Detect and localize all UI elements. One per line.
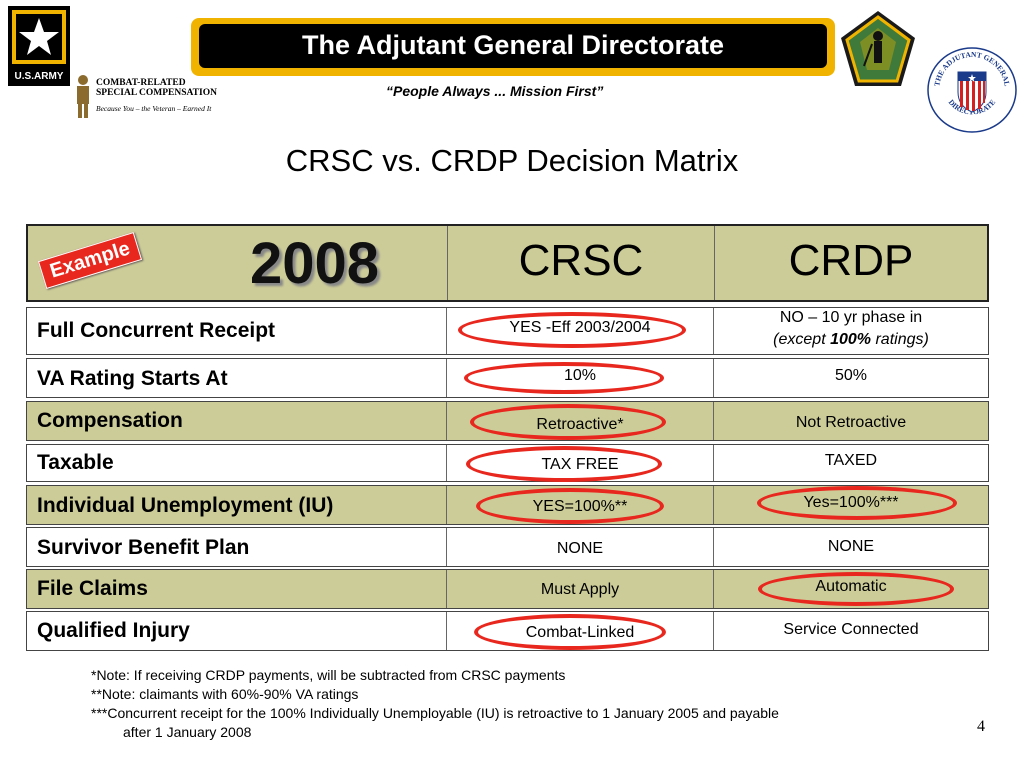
motto: “People Always ... Mission First” [386,83,604,99]
title-banner: The Adjutant General Directorate [191,18,835,76]
table-row: File Claims Must Apply Automatic [26,569,989,609]
crdp-value: NONE [827,538,875,555]
svg-text:U.S.ARMY: U.S.ARMY [15,71,64,82]
page-number: 4 [977,718,985,735]
crdp-value-line1: NO – 10 yr phase in [779,309,923,326]
footnote-2: **Note: claimants with 60%-90% VA rating… [91,686,359,702]
crsc-value: YES -Eff 2003/2004 [509,319,651,336]
crsc-value: YES=100%** [532,498,628,515]
crdp-column-header: CRDP [788,236,914,285]
row-label: Full Concurrent Receipt [37,319,276,342]
crsc-logo-tagline: Because You – the Veteran – Earned It [96,104,212,113]
table-row: Qualified Injury Combat-Linked Service C… [26,611,989,651]
crdp-value: Service Connected [783,621,919,638]
year-label: 2008 [250,231,380,296]
header-crdp-cell: CRDP [714,226,987,300]
crsc-value: TAX FREE [541,456,619,473]
table-row: Compensation Retroactive* Not Retroactiv… [26,401,989,441]
crsc-value: NONE [556,540,604,557]
row-label: Taxable [37,451,114,474]
table-row: Individual Unemployment (IU) YES=100%** … [26,485,989,525]
slide-title: CRSC vs. CRDP Decision Matrix [285,143,739,178]
pentagon-emblem-icon [838,8,918,90]
example-badge: Example [37,231,143,290]
row-label: Individual Unemployment (IU) [37,494,334,517]
header-crsc-cell: CRSC [447,226,714,300]
us-army-logo: U.S.ARMY [8,6,70,86]
crdp-value: 50% [834,367,868,384]
footnotes: *Note: If receiving CRDP payments, will … [91,666,779,742]
crsc-value: Must Apply [540,581,620,598]
footnote-3-continued: after 1 January 2008 [123,724,252,740]
footnote-1: *Note: If receiving CRDP payments, will … [91,667,566,683]
page-header-title: The Adjutant General Directorate [199,24,827,68]
table-row: Taxable TAX FREE TAXED [26,444,989,482]
row-label: File Claims [37,577,148,600]
crsc-value: Combat-Linked [525,624,635,641]
table-row: VA Rating Starts At 10% 50% [26,358,989,398]
crdp-value-line2: (except 100% ratings) [773,331,929,348]
row-label: Survivor Benefit Plan [37,536,250,559]
table-row: Survivor Benefit Plan NONE NONE [26,527,989,567]
soldier-icon [77,75,89,118]
crsc-logo-line2: SPECIAL COMPENSATION [96,88,217,98]
table-row: Full Concurrent Receipt YES -Eff 2003/20… [26,307,989,355]
row-label: Compensation [37,409,183,432]
crdp-value: Automatic [815,578,887,595]
table-header-row: Example 2008 CRSC CRDP [26,224,989,302]
row-label: Qualified Injury [37,619,190,642]
crsc-column-header: CRSC [518,236,644,285]
crdp-value: TAXED [824,452,878,469]
crsc-value: 10% [563,367,597,384]
crsc-logo-line1: COMBAT-RELATED [96,78,186,88]
crsc-value: Retroactive* [536,416,624,433]
header-year-cell: Example 2008 [28,226,447,300]
footnote-3: ***Concurrent receipt for the 100% Indiv… [91,705,779,721]
crdp-value: Not Retroactive [795,414,907,431]
adjutant-general-seal-icon: THE ADJUTANT GENERAL DIRECTORATE [925,44,1019,134]
crdp-value: Yes=100%*** [803,494,899,511]
crsc-logo: COMBAT-RELATED SPECIAL COMPENSATION Beca… [70,74,220,122]
row-label: VA Rating Starts At [37,367,228,390]
